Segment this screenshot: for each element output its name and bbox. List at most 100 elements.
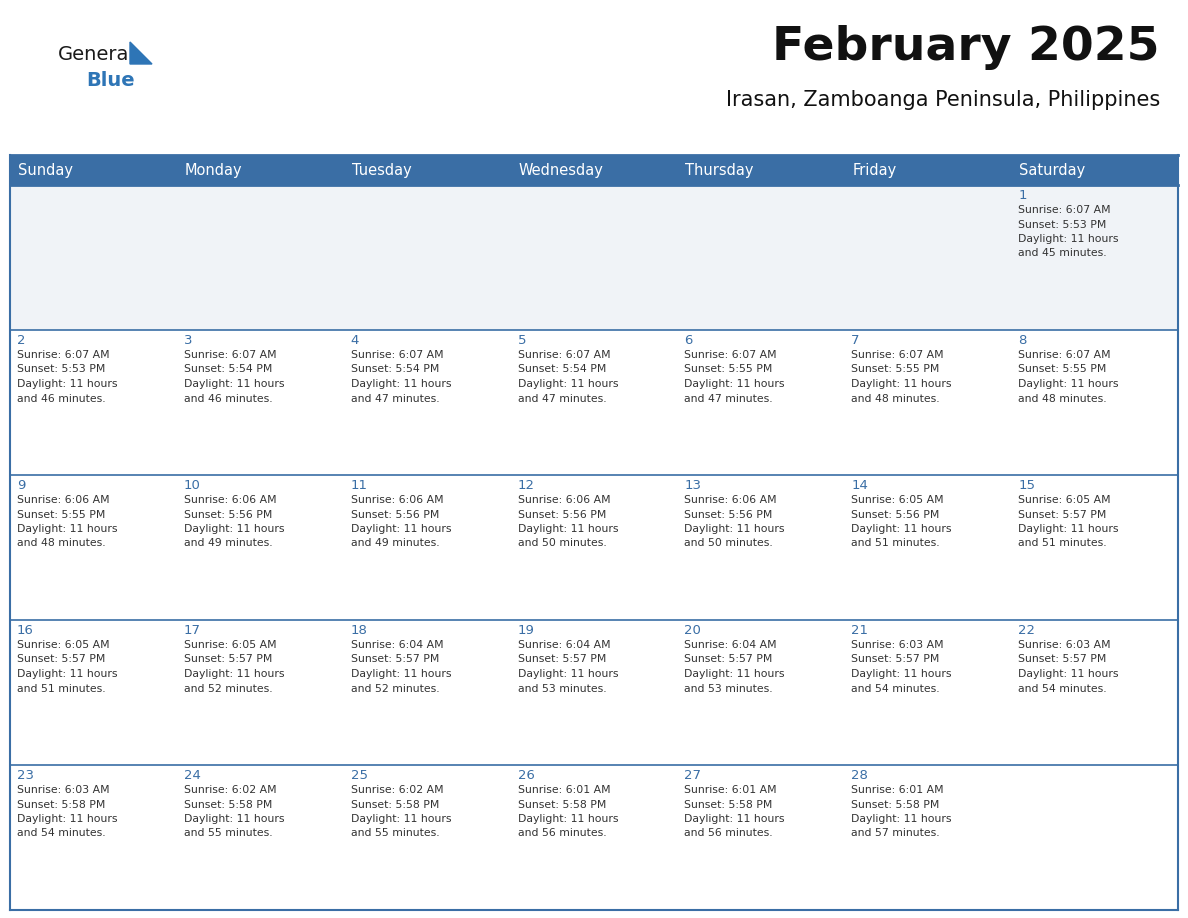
Bar (511, 330, 677, 475)
Text: and 45 minutes.: and 45 minutes. (1018, 249, 1107, 259)
Bar (177, 155, 343, 185)
Text: Sunrise: 6:05 AM: Sunrise: 6:05 AM (852, 495, 944, 505)
Text: 18: 18 (350, 624, 367, 637)
Text: Sunrise: 6:07 AM: Sunrise: 6:07 AM (1018, 205, 1111, 215)
Text: Sunset: 5:55 PM: Sunset: 5:55 PM (17, 509, 106, 520)
Text: Daylight: 11 hours: Daylight: 11 hours (350, 379, 451, 389)
Bar (177, 620, 343, 765)
Text: and 47 minutes.: and 47 minutes. (350, 394, 440, 404)
Bar (10, 330, 177, 475)
Text: and 48 minutes.: and 48 minutes. (17, 539, 106, 548)
Text: Thursday: Thursday (685, 162, 754, 177)
Text: Daylight: 11 hours: Daylight: 11 hours (17, 814, 118, 824)
Text: and 51 minutes.: and 51 minutes. (852, 539, 940, 548)
Text: Daylight: 11 hours: Daylight: 11 hours (684, 524, 785, 534)
Text: Sunday: Sunday (18, 162, 72, 177)
Text: Sunrise: 6:07 AM: Sunrise: 6:07 AM (350, 350, 443, 360)
Text: Sunset: 5:57 PM: Sunset: 5:57 PM (1018, 509, 1106, 520)
Text: February 2025: February 2025 (772, 25, 1159, 70)
Bar (343, 475, 511, 620)
Text: Daylight: 11 hours: Daylight: 11 hours (184, 669, 284, 679)
Text: and 56 minutes.: and 56 minutes. (684, 829, 773, 838)
Text: 22: 22 (1018, 624, 1035, 637)
Text: and 54 minutes.: and 54 minutes. (852, 684, 940, 693)
Text: Sunset: 5:54 PM: Sunset: 5:54 PM (184, 364, 272, 375)
Text: 11: 11 (350, 479, 368, 492)
Text: 16: 16 (17, 624, 34, 637)
Text: Daylight: 11 hours: Daylight: 11 hours (350, 669, 451, 679)
Text: Daylight: 11 hours: Daylight: 11 hours (17, 669, 118, 679)
Bar (511, 475, 677, 620)
Text: 7: 7 (852, 334, 860, 347)
Text: Blue: Blue (86, 71, 134, 90)
Text: Sunrise: 6:07 AM: Sunrise: 6:07 AM (684, 350, 777, 360)
Text: Sunset: 5:57 PM: Sunset: 5:57 PM (184, 655, 272, 665)
Text: Daylight: 11 hours: Daylight: 11 hours (852, 814, 952, 824)
Bar (677, 330, 845, 475)
Text: 26: 26 (518, 769, 535, 782)
Text: Sunset: 5:58 PM: Sunset: 5:58 PM (852, 800, 940, 810)
Text: Sunset: 5:57 PM: Sunset: 5:57 PM (17, 655, 106, 665)
Text: Daylight: 11 hours: Daylight: 11 hours (684, 814, 785, 824)
Text: and 50 minutes.: and 50 minutes. (684, 539, 773, 548)
Text: Sunset: 5:56 PM: Sunset: 5:56 PM (518, 509, 606, 520)
Bar (343, 185, 511, 330)
Bar (1011, 475, 1178, 620)
Text: and 53 minutes.: and 53 minutes. (518, 684, 606, 693)
Text: and 47 minutes.: and 47 minutes. (518, 394, 606, 404)
Text: 28: 28 (852, 769, 868, 782)
Bar (511, 155, 677, 185)
Bar (511, 620, 677, 765)
Text: Sunset: 5:58 PM: Sunset: 5:58 PM (17, 800, 106, 810)
Text: Sunrise: 6:06 AM: Sunrise: 6:06 AM (17, 495, 109, 505)
Text: Sunset: 5:54 PM: Sunset: 5:54 PM (350, 364, 440, 375)
Bar (10, 620, 177, 765)
Text: 19: 19 (518, 624, 535, 637)
Bar (511, 765, 677, 910)
Text: Saturday: Saturday (1019, 162, 1086, 177)
Bar (845, 475, 1011, 620)
Text: Sunrise: 6:03 AM: Sunrise: 6:03 AM (852, 640, 944, 650)
Text: Sunrise: 6:07 AM: Sunrise: 6:07 AM (852, 350, 944, 360)
Text: Irasan, Zamboanga Peninsula, Philippines: Irasan, Zamboanga Peninsula, Philippines (726, 90, 1159, 110)
Text: 12: 12 (518, 479, 535, 492)
Bar (177, 765, 343, 910)
Text: Daylight: 11 hours: Daylight: 11 hours (1018, 379, 1119, 389)
Bar (177, 185, 343, 330)
Text: 27: 27 (684, 769, 701, 782)
Text: Sunset: 5:55 PM: Sunset: 5:55 PM (1018, 364, 1106, 375)
Text: Daylight: 11 hours: Daylight: 11 hours (518, 669, 618, 679)
Text: 8: 8 (1018, 334, 1026, 347)
Text: Daylight: 11 hours: Daylight: 11 hours (684, 379, 785, 389)
Text: and 46 minutes.: and 46 minutes. (17, 394, 106, 404)
Text: Sunset: 5:57 PM: Sunset: 5:57 PM (518, 655, 606, 665)
Text: Daylight: 11 hours: Daylight: 11 hours (184, 379, 284, 389)
Text: and 55 minutes.: and 55 minutes. (184, 829, 272, 838)
Text: and 49 minutes.: and 49 minutes. (350, 539, 440, 548)
Text: 6: 6 (684, 334, 693, 347)
Text: Daylight: 11 hours: Daylight: 11 hours (852, 524, 952, 534)
Text: Sunrise: 6:06 AM: Sunrise: 6:06 AM (518, 495, 611, 505)
Text: and 49 minutes.: and 49 minutes. (184, 539, 272, 548)
Text: and 54 minutes.: and 54 minutes. (1018, 684, 1107, 693)
Text: 5: 5 (518, 334, 526, 347)
Text: 25: 25 (350, 769, 368, 782)
Bar (177, 330, 343, 475)
Text: 15: 15 (1018, 479, 1035, 492)
Text: Sunrise: 6:01 AM: Sunrise: 6:01 AM (852, 785, 944, 795)
Text: 14: 14 (852, 479, 868, 492)
Text: Sunrise: 6:01 AM: Sunrise: 6:01 AM (684, 785, 777, 795)
Text: and 54 minutes.: and 54 minutes. (17, 829, 106, 838)
Text: Daylight: 11 hours: Daylight: 11 hours (184, 814, 284, 824)
Text: 13: 13 (684, 479, 701, 492)
Text: and 50 minutes.: and 50 minutes. (518, 539, 606, 548)
Text: Sunrise: 6:04 AM: Sunrise: 6:04 AM (518, 640, 611, 650)
Bar (343, 330, 511, 475)
Text: Sunrise: 6:04 AM: Sunrise: 6:04 AM (684, 640, 777, 650)
Text: Sunrise: 6:07 AM: Sunrise: 6:07 AM (1018, 350, 1111, 360)
Text: and 51 minutes.: and 51 minutes. (1018, 539, 1107, 548)
Text: 1: 1 (1018, 189, 1026, 202)
Bar (677, 620, 845, 765)
Text: Sunrise: 6:07 AM: Sunrise: 6:07 AM (184, 350, 277, 360)
Text: Daylight: 11 hours: Daylight: 11 hours (184, 524, 284, 534)
